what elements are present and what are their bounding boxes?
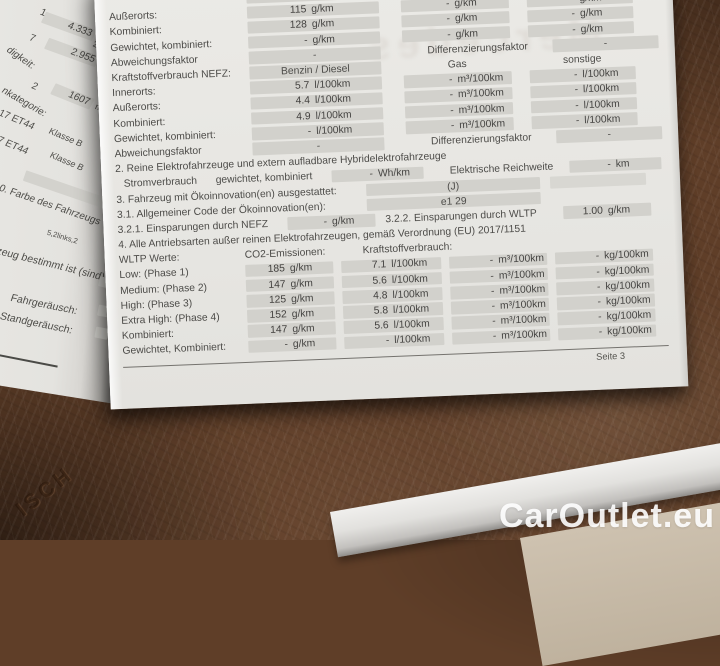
leather-embossed-text: ISCH xyxy=(11,462,78,522)
photo-of-vehicle-document: { "photo": { "watermark": "CarOutlet.eu"… xyxy=(0,0,720,540)
value-cell: - m³/100km xyxy=(452,328,551,345)
left-page-value-cell: 4.333 xyxy=(41,12,97,41)
photo-watermark: CarOutlet.eu xyxy=(498,497,715,535)
value-cell: -g/km xyxy=(248,336,337,354)
left-page-class-value: Klasse B xyxy=(46,125,85,149)
fuel-consumption-label: Kraftstoffverbrauch: xyxy=(362,241,453,257)
left-page-index-number: 2 xyxy=(29,80,40,93)
left-page-value-cell: 1607 xyxy=(50,83,95,109)
row-label: Stromverbrauch xyxy=(123,176,198,191)
left-page-rim-value: 7 ET44 xyxy=(0,134,31,158)
left-page-purpose-label: rzeug bestimmt ist (sind) xyxy=(0,244,107,284)
value-cell: - kg/100km xyxy=(557,324,657,341)
left-page-class-value: Klasse B xyxy=(48,149,86,173)
left-page-rule-line xyxy=(0,352,58,367)
document-page: Mercedes g/km g/km g/km Außerorts: 115g/… xyxy=(93,0,689,410)
value-cell: - l/100km xyxy=(344,332,445,350)
row-label: Gewichtet, Kombiniert: xyxy=(122,342,227,358)
left-page-label-fragment: digkeit: xyxy=(3,44,38,72)
left-page-small-note: 5,2links,2 xyxy=(45,227,79,246)
left-page-value-cell: 2.955 xyxy=(44,38,100,67)
left-page-index-number: 7 xyxy=(27,32,38,45)
